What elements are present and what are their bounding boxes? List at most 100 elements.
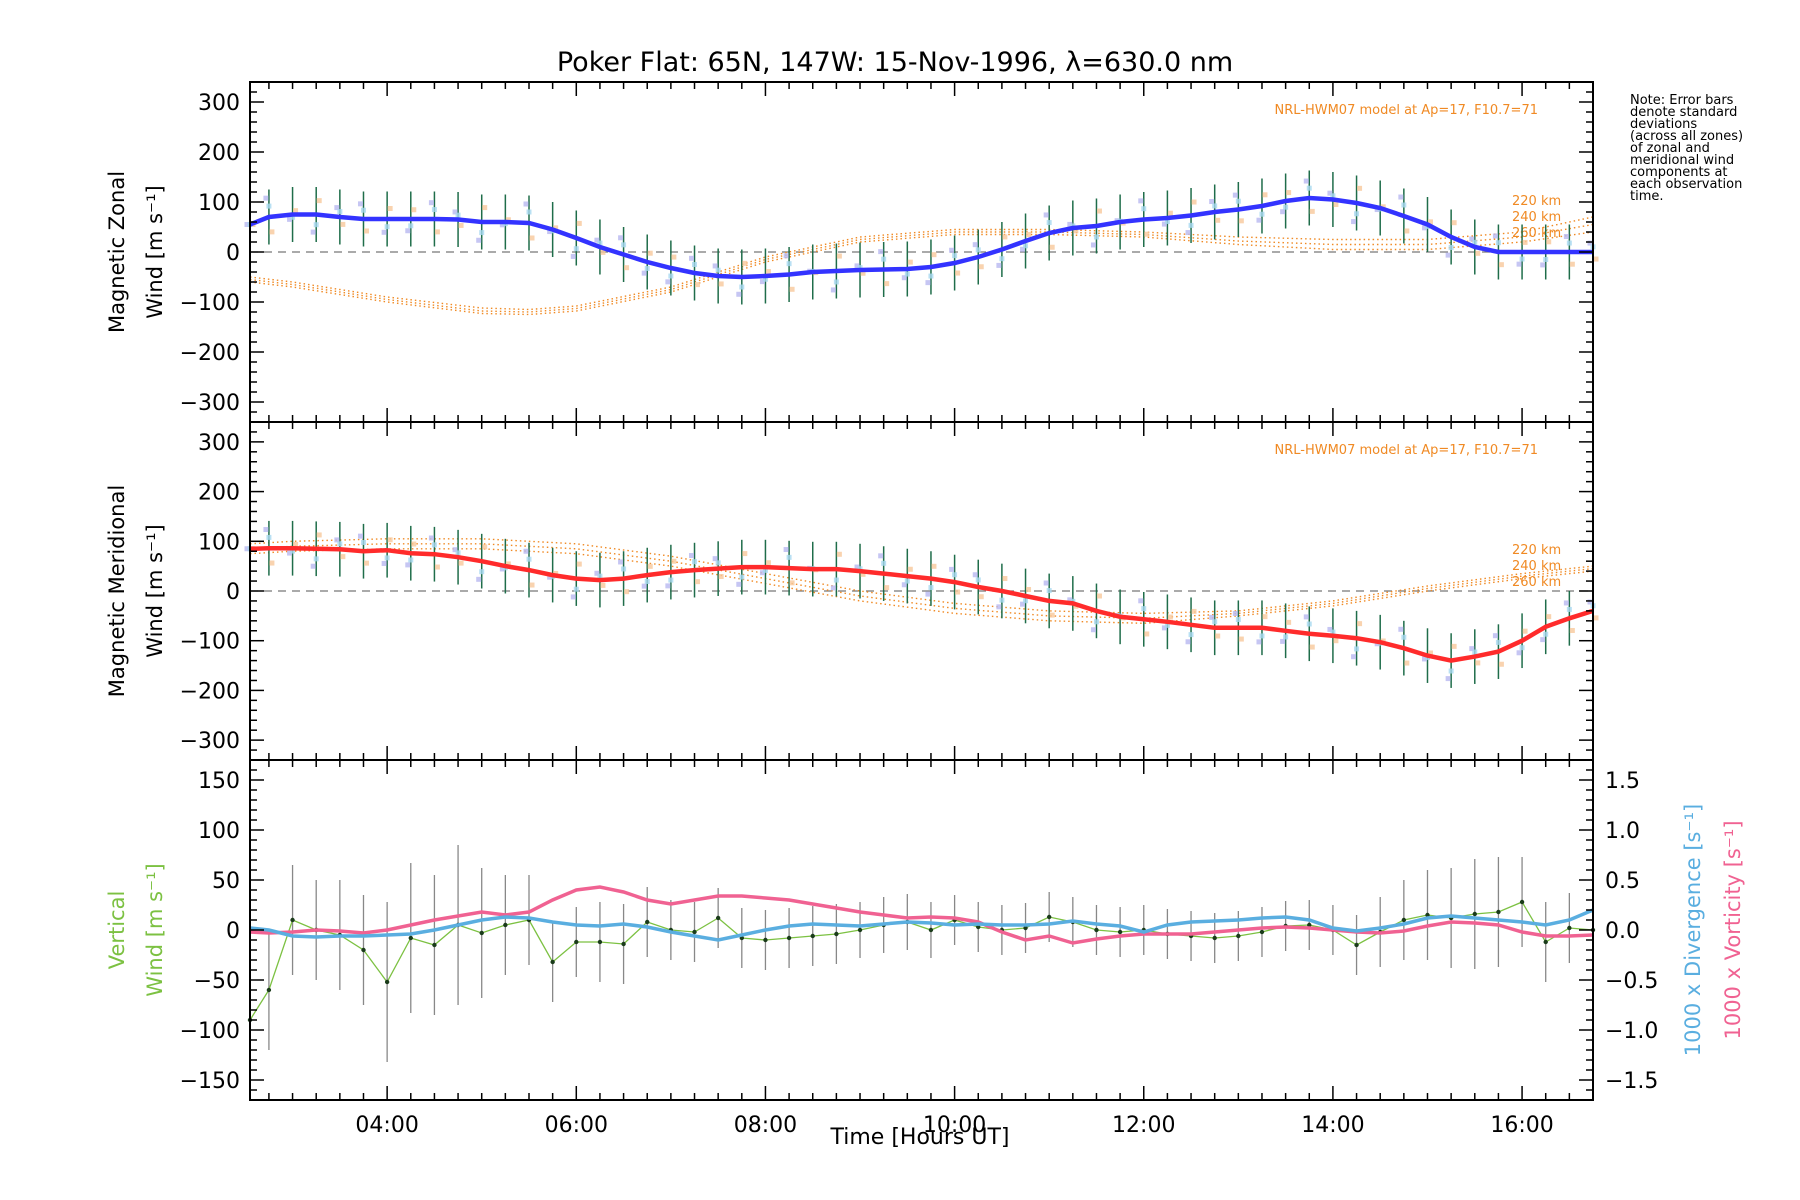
series-line-divergence — [249, 908, 1594, 942]
zone-point — [931, 252, 937, 258]
vertical-point — [810, 933, 815, 939]
zone-point — [854, 263, 860, 269]
vertical-point — [550, 959, 555, 965]
x-tick-label: 12:00 — [1112, 1113, 1175, 1138]
zone-point — [1235, 198, 1241, 204]
zone-point — [411, 541, 417, 547]
vertical-point — [715, 915, 721, 921]
altitude-label: 240 km — [1512, 559, 1561, 574]
zone-point — [1354, 646, 1360, 652]
zone-point — [881, 256, 887, 262]
zone-point — [1303, 178, 1309, 184]
zone-point — [573, 586, 579, 592]
zone-point — [1191, 608, 1197, 614]
zone-point — [600, 582, 606, 588]
y2-tick-label: 1.0 — [1605, 819, 1640, 844]
y-tick-label: −150 — [180, 1069, 240, 1094]
altitude-label: 260 km — [1512, 226, 1561, 241]
zone-point — [1475, 250, 1481, 256]
zone-point — [381, 229, 387, 235]
zone-point — [621, 566, 627, 572]
zone-point — [1144, 631, 1150, 637]
vertical-point — [1023, 925, 1028, 931]
zone-point — [316, 532, 322, 538]
vertical-point — [503, 922, 508, 928]
zone-point — [290, 548, 296, 554]
zone-point — [881, 560, 887, 566]
zone-point — [1090, 627, 1096, 633]
zone-point — [712, 556, 718, 562]
zone-point — [529, 582, 535, 588]
zone-point — [644, 578, 650, 584]
zone-point — [1043, 212, 1049, 218]
zone-point — [523, 201, 529, 207]
vertical-point — [479, 930, 484, 936]
zone-point — [1167, 614, 1173, 620]
x-tick-label: 04:00 — [355, 1113, 418, 1138]
zone-point — [1256, 639, 1262, 645]
zone-point — [624, 589, 630, 595]
zone-point — [789, 580, 795, 586]
y-axis-label: Magnetic Meridional — [105, 485, 129, 697]
vertical-panel: −150 −100 −50 0 50 100 150 −1.5 −1.0 −0.5 0.0 0.5 1.… — [105, 759, 1745, 1138]
y2-tick-label: 0.5 — [1605, 869, 1640, 894]
zone-point — [836, 253, 842, 259]
zone-point — [1096, 208, 1102, 214]
model-label: NRL-HWM07 model at Ap=17, F10.7=71 — [1275, 443, 1539, 458]
zone-point — [1404, 660, 1410, 666]
zone-point — [878, 249, 884, 255]
vertical-point — [621, 941, 626, 947]
zone-point — [499, 566, 505, 572]
vertical-point — [1307, 922, 1312, 928]
vertical-point — [1094, 927, 1099, 933]
zone-point — [955, 270, 961, 276]
altitude-label: 220 km — [1512, 194, 1561, 209]
zone-point — [1164, 622, 1170, 628]
vertical-point — [1212, 935, 1217, 941]
zone-point — [786, 261, 792, 267]
zone-point — [901, 582, 907, 588]
zone-point — [901, 275, 907, 281]
zone-point — [505, 561, 511, 567]
y-tick-label: −300 — [180, 391, 240, 416]
zone-point — [287, 550, 293, 556]
zone-point — [689, 553, 695, 559]
zone-point — [1327, 626, 1333, 632]
zone-point — [1303, 614, 1309, 620]
zone-point — [1309, 644, 1315, 650]
zone-point — [594, 570, 600, 576]
zone-point — [665, 279, 671, 285]
zone-point — [1262, 614, 1268, 620]
zone-point — [360, 540, 366, 546]
zone-point — [1215, 217, 1221, 223]
zone-point — [1404, 228, 1410, 234]
zone-point — [1161, 625, 1167, 631]
y-tick-label: 0 — [226, 241, 240, 266]
x-axis-label: Time [Hours UT] — [830, 1125, 1010, 1150]
zone-point — [547, 574, 553, 580]
zone-point — [316, 198, 322, 204]
zone-point — [1357, 185, 1363, 191]
zone-point — [576, 561, 582, 567]
zone-point — [384, 224, 390, 230]
y2-tick-label: −1.0 — [1605, 1019, 1658, 1044]
zone-point — [671, 558, 677, 564]
y-tick-label: −100 — [180, 630, 240, 655]
zone-point — [340, 221, 346, 227]
zone-point — [597, 240, 603, 246]
zone-point — [718, 281, 724, 287]
zone-point — [1495, 240, 1501, 246]
zone-point — [1280, 209, 1286, 215]
zone-point — [1427, 650, 1433, 656]
zone-point — [266, 203, 272, 209]
model-curve-240-km — [249, 223, 1594, 313]
vertical-point — [1425, 912, 1430, 918]
zone-point — [1563, 234, 1569, 240]
zone-point — [904, 271, 910, 277]
zone-point — [458, 222, 464, 228]
zone-point — [547, 229, 553, 235]
zone-point — [860, 571, 866, 577]
zone-point — [668, 577, 674, 583]
